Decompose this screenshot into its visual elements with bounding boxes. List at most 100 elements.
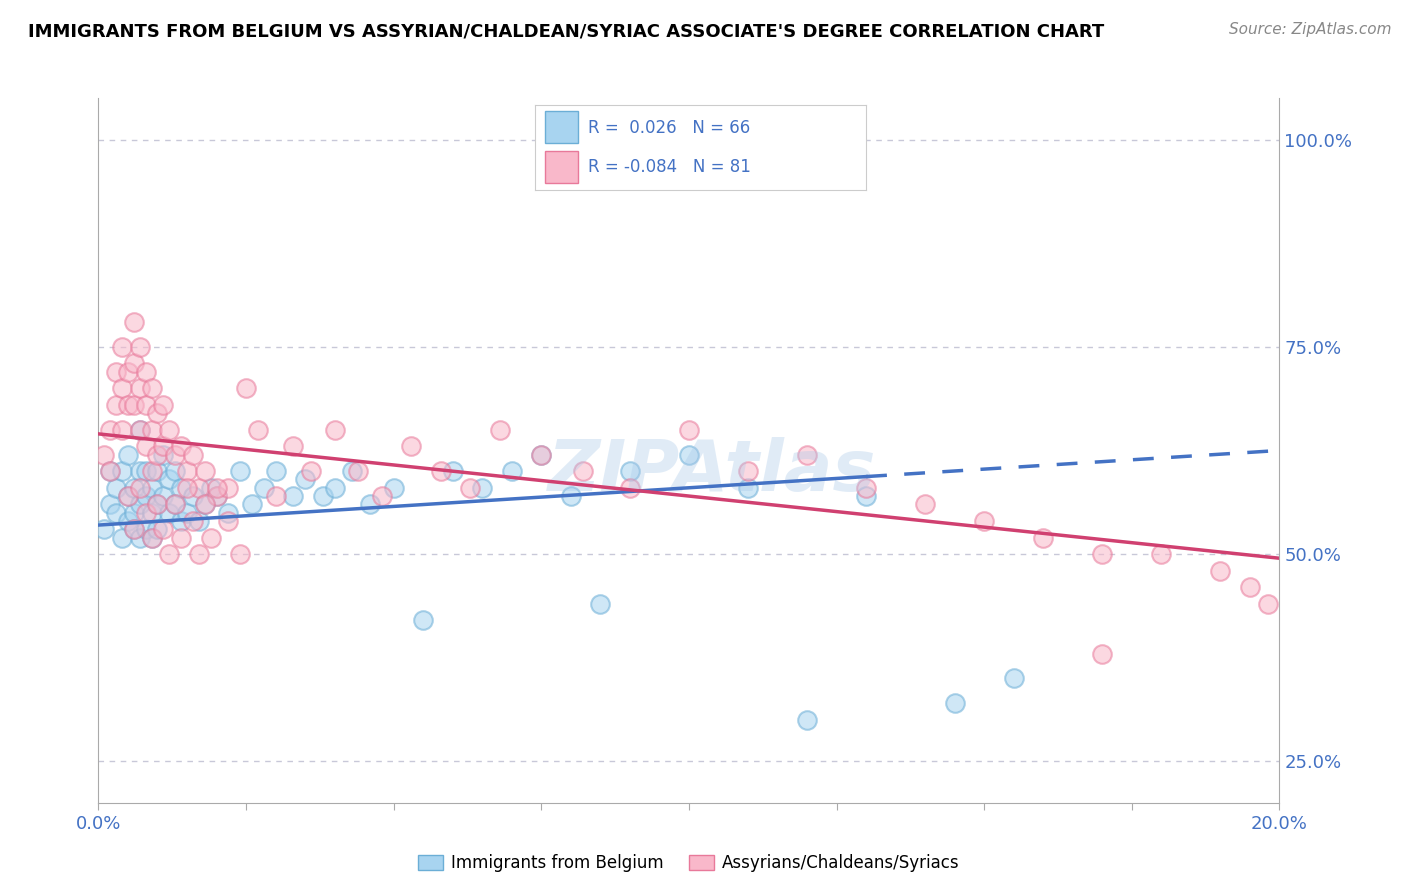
Point xyxy=(347,464,370,478)
Point xyxy=(105,506,128,520)
Point xyxy=(146,448,169,462)
Point xyxy=(141,381,163,395)
Point xyxy=(501,464,523,478)
Point xyxy=(128,464,150,478)
Point xyxy=(205,489,228,503)
Point xyxy=(98,497,121,511)
Point xyxy=(122,522,145,536)
Point xyxy=(217,506,239,520)
Point xyxy=(98,423,121,437)
Point xyxy=(796,713,818,727)
Point xyxy=(117,365,139,379)
Point xyxy=(135,398,157,412)
Point xyxy=(170,514,193,528)
Point xyxy=(141,531,163,545)
Point xyxy=(530,448,553,462)
Point xyxy=(205,489,228,503)
Point xyxy=(98,464,121,478)
Point xyxy=(342,464,364,478)
Point xyxy=(135,522,157,536)
Point xyxy=(283,439,305,453)
Text: ZIPAtlas: ZIPAtlas xyxy=(548,437,877,506)
Point xyxy=(200,481,222,495)
Point xyxy=(122,481,145,495)
Point xyxy=(146,406,169,420)
Point xyxy=(943,696,966,710)
Point xyxy=(194,497,217,511)
Point xyxy=(141,464,163,478)
Point xyxy=(135,464,157,478)
Point xyxy=(217,514,239,528)
Point xyxy=(737,464,759,478)
Point xyxy=(165,497,187,511)
Point xyxy=(1257,597,1279,611)
Point xyxy=(217,481,239,495)
Point xyxy=(678,448,700,462)
Point xyxy=(264,464,287,478)
Point xyxy=(187,547,209,561)
Point xyxy=(152,439,174,453)
Point xyxy=(111,464,134,478)
Point xyxy=(170,439,193,453)
Text: Source: ZipAtlas.com: Source: ZipAtlas.com xyxy=(1229,22,1392,37)
Point xyxy=(122,522,145,536)
Point xyxy=(105,481,128,495)
Point xyxy=(117,514,139,528)
Point xyxy=(200,531,222,545)
Point xyxy=(855,489,877,503)
Point xyxy=(1209,564,1232,578)
Point xyxy=(181,448,204,462)
Point xyxy=(170,531,193,545)
Point xyxy=(194,464,217,478)
Point xyxy=(1150,547,1173,561)
Point xyxy=(157,423,180,437)
Point xyxy=(571,464,593,478)
Point xyxy=(678,423,700,437)
Point xyxy=(855,481,877,495)
Point xyxy=(401,439,423,453)
Point xyxy=(1032,531,1054,545)
Point xyxy=(165,464,187,478)
Point xyxy=(264,489,287,503)
Legend: Immigrants from Belgium, Assyrians/Chaldeans/Syriacs: Immigrants from Belgium, Assyrians/Chald… xyxy=(412,847,966,879)
Point xyxy=(111,381,134,395)
Point xyxy=(152,489,174,503)
Point xyxy=(146,497,169,511)
Point xyxy=(176,481,198,495)
Point xyxy=(105,365,128,379)
Point xyxy=(589,597,612,611)
Point xyxy=(146,522,169,536)
Point xyxy=(246,423,269,437)
Point xyxy=(135,365,157,379)
Point xyxy=(240,497,263,511)
Point xyxy=(98,464,121,478)
Point xyxy=(135,489,157,503)
Point xyxy=(157,506,180,520)
Point xyxy=(128,481,150,495)
Point xyxy=(117,489,139,503)
Point xyxy=(441,464,464,478)
Point xyxy=(471,481,494,495)
Point xyxy=(283,489,305,503)
Point xyxy=(1239,580,1261,594)
Point xyxy=(146,464,169,478)
Text: IMMIGRANTS FROM BELGIUM VS ASSYRIAN/CHALDEAN/SYRIAC ASSOCIATE'S DEGREE CORRELATI: IMMIGRANTS FROM BELGIUM VS ASSYRIAN/CHAL… xyxy=(28,22,1104,40)
Point xyxy=(122,506,145,520)
Point xyxy=(122,315,145,329)
Point xyxy=(1091,547,1114,561)
Point xyxy=(796,448,818,462)
Point xyxy=(128,497,150,511)
Point xyxy=(359,497,381,511)
Point xyxy=(914,497,936,511)
Point xyxy=(117,489,139,503)
Point xyxy=(128,423,150,437)
Point xyxy=(157,473,180,487)
Point xyxy=(170,481,193,495)
Point xyxy=(299,464,322,478)
Point xyxy=(619,464,641,478)
Point xyxy=(165,448,187,462)
Point xyxy=(187,514,209,528)
Point xyxy=(312,489,335,503)
Point xyxy=(141,506,163,520)
Point xyxy=(737,481,759,495)
